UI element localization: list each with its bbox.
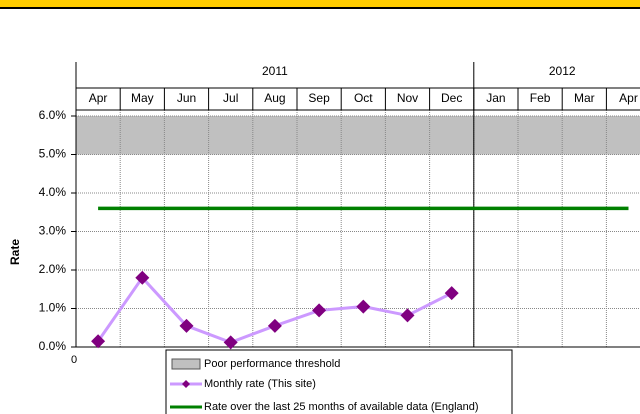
x-tick-label: Feb — [530, 91, 551, 105]
x-tick-label: Jan — [486, 91, 505, 105]
x-tick-label: Aug — [264, 91, 285, 105]
x-tick-label: Jun — [177, 91, 196, 105]
x-axis-label: 0 — [71, 354, 77, 366]
x-tick-label: Nov — [397, 91, 418, 105]
x-tick-label: Oct — [354, 91, 373, 105]
y-tick-label: 3.0% — [39, 224, 67, 238]
x-tick-label: Mar — [574, 91, 595, 105]
y-tick-label: 5.0% — [39, 147, 67, 161]
x-tick-label: Apr — [89, 91, 108, 105]
banner — [0, 0, 640, 9]
marker — [135, 270, 150, 285]
marker — [267, 318, 282, 333]
year-label: 2012 — [549, 64, 576, 78]
x-tick-label: Jul — [223, 91, 238, 105]
x-tick-label: Sep — [308, 91, 330, 105]
legend-label: Poor performance threshold — [204, 358, 340, 370]
legend-label: Monthly rate (This site) — [204, 378, 316, 390]
legend-marker — [182, 380, 190, 388]
marker — [312, 303, 327, 318]
x-tick-label: May — [131, 91, 154, 105]
x-tick-label: Apr — [619, 91, 638, 105]
y-tick-label: 1.0% — [39, 301, 67, 315]
year-label: 2011 — [262, 64, 288, 78]
y-tick-label: 4.0% — [39, 185, 67, 199]
y-tick-label: 2.0% — [39, 262, 67, 276]
y-tick-label: 6.0% — [39, 108, 67, 122]
marker — [179, 318, 194, 333]
legend-box — [165, 349, 513, 414]
threshold-band — [76, 116, 640, 155]
y-axis-label: Rate — [8, 239, 22, 265]
marker — [444, 286, 459, 301]
y-tick-label: 0.0% — [39, 339, 67, 353]
legend-swatch — [171, 358, 201, 370]
marker — [356, 299, 371, 314]
marker — [400, 308, 415, 323]
marker — [223, 335, 238, 350]
legend-label: Rate over the last 25 months of availabl… — [204, 401, 479, 413]
marker — [91, 334, 106, 349]
x-tick-label: Dec — [441, 91, 462, 105]
